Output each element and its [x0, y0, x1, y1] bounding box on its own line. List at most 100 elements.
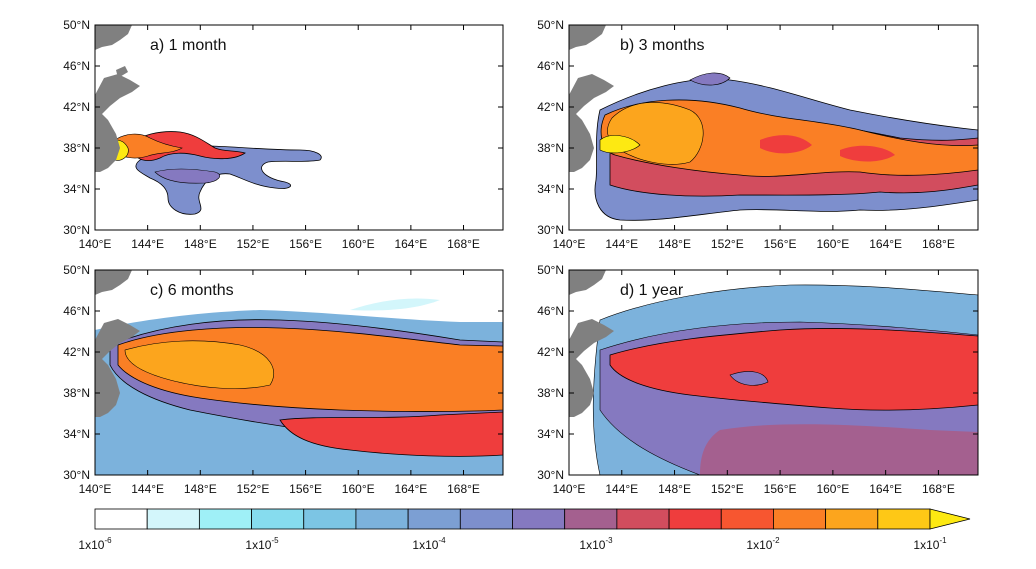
panel-d-lat-label: 42°N	[537, 345, 564, 359]
panel-d-lon-label: 148°E	[658, 482, 691, 496]
panel-c-title: c) 6 months	[150, 282, 234, 299]
panel-b-lat-label: 46°N	[537, 59, 564, 73]
panel-b-frame	[568, 24, 979, 231]
colorbar-label: 1x10-4	[412, 536, 446, 552]
panel-c-lat-label: 34°N	[63, 427, 90, 441]
panel-d-lat-label: 46°N	[537, 304, 564, 318]
panel-d-land	[569, 270, 614, 417]
colorbar-segment	[825, 508, 879, 530]
colorbar-label: 1x10-6	[78, 536, 112, 552]
panel-c-lon-label: 144°E	[131, 482, 164, 496]
colorbar-label: 1x10-3	[579, 536, 613, 552]
panel-b-title: b) 3 months	[620, 37, 704, 54]
panel-a-land	[95, 25, 140, 172]
panel-a-lon-label: 140°E	[79, 237, 112, 251]
panel-c-lat-label: 42°N	[63, 345, 90, 359]
panel-d-lon-label: 156°E	[764, 482, 797, 496]
panel-a-frame	[94, 24, 504, 231]
colorbar-segment	[877, 508, 931, 530]
panel-a-lat-label: 42°N	[63, 100, 90, 114]
panel-c-lon-label: 140°E	[79, 482, 112, 496]
panel-c-lon-label: 164°E	[394, 482, 427, 496]
panel-b-lon-label: 160°E	[816, 237, 849, 251]
colorbar-segment	[355, 508, 409, 530]
colorbar-segment	[94, 508, 148, 530]
colorbar-segment	[512, 508, 566, 530]
panel-b: b) 3 months	[568, 24, 979, 231]
panel-d-title: d) 1 year	[620, 282, 684, 299]
panel-a-lon-label: 164°E	[394, 237, 427, 251]
panel-b-lat-label: 34°N	[537, 182, 564, 196]
panel-b-lon-label: 148°E	[658, 237, 691, 251]
panel-c-plume	[95, 298, 503, 475]
colorbar-segment	[668, 508, 722, 530]
colorbar-max-triangle	[929, 508, 971, 530]
panel-d-lon-label: 164°E	[869, 482, 902, 496]
panel-d-lon-label: 144°E	[605, 482, 638, 496]
colorbar-segment	[564, 508, 618, 530]
panel-d: d) 1 year	[568, 269, 979, 476]
panel-a-lat-label: 38°N	[63, 141, 90, 155]
panel-a-lon-label: 156°E	[289, 237, 322, 251]
panel-d-lon-label: 152°E	[711, 482, 744, 496]
panel-d-lat-label: 30°N	[537, 468, 564, 482]
panel-a-lat-label: 30°N	[63, 223, 90, 237]
panel-c: c) 6 months	[94, 269, 504, 476]
panel-c-lat-label: 38°N	[63, 386, 90, 400]
panel-b-lat-label: 38°N	[537, 141, 564, 155]
panel-d-lon-label: 168°E	[922, 482, 955, 496]
colorbar-segment	[146, 508, 200, 530]
panel-b-plume	[594, 72, 978, 221]
panel-b-lat-label: 42°N	[537, 100, 564, 114]
panel-c-lon-label: 156°E	[289, 482, 322, 496]
panel-c-lat-label: 50°N	[63, 263, 90, 277]
colorbar-segment	[251, 508, 305, 530]
panel-d-lon-label: 160°E	[816, 482, 849, 496]
panel-b-lat-label: 50°N	[537, 18, 564, 32]
panel-a-lon-label: 148°E	[184, 237, 217, 251]
panel-d-lon-label: 140°E	[553, 482, 586, 496]
panel-a: a) 1 month	[94, 24, 504, 231]
panel-a-title: a) 1 month	[150, 37, 226, 54]
colorbar-segment	[459, 508, 513, 530]
panel-b-lon-label: 152°E	[711, 237, 744, 251]
panel-c-lat-label: 30°N	[63, 468, 90, 482]
colorbar-label: 1x10-5	[245, 536, 279, 552]
panel-a-lon-label: 160°E	[342, 237, 375, 251]
panel-b-lon-label: 140°E	[553, 237, 586, 251]
panel-c-lon-label: 160°E	[342, 482, 375, 496]
colorbar-segment	[407, 508, 461, 530]
panel-a-ocean	[95, 25, 503, 230]
panel-c-land	[95, 270, 140, 417]
panel-b-lon-label: 156°E	[764, 237, 797, 251]
panel-c-lat-label: 46°N	[63, 304, 90, 318]
panel-c-frame	[94, 269, 504, 476]
panel-b-lon-label: 144°E	[605, 237, 638, 251]
colorbar-segment	[303, 508, 357, 530]
panel-d-lat-label: 34°N	[537, 427, 564, 441]
colorbar-label: 1x10-1	[913, 536, 947, 552]
panel-a-lon-label: 152°E	[237, 237, 270, 251]
colorbar-label: 1x10-2	[746, 536, 780, 552]
panel-a-lat-label: 46°N	[63, 59, 90, 73]
panel-c-lon-label: 148°E	[184, 482, 217, 496]
panel-d-lat-label: 50°N	[537, 263, 564, 277]
colorbar-segment	[616, 508, 670, 530]
panel-b-lon-label: 164°E	[869, 237, 902, 251]
colorbar-segment	[720, 508, 774, 530]
panel-d-lat-label: 38°N	[537, 386, 564, 400]
panel-a-lon-label: 144°E	[131, 237, 164, 251]
panel-c-lon-label: 168°E	[447, 482, 480, 496]
colorbar-segment	[198, 508, 252, 530]
panel-a-lon-label: 168°E	[447, 237, 480, 251]
panel-d-frame	[568, 269, 979, 476]
panel-b-lat-label: 30°N	[537, 223, 564, 237]
panel-b-lon-label: 168°E	[922, 237, 955, 251]
panel-d-plume	[592, 284, 978, 475]
panel-a-lat-label: 50°N	[63, 18, 90, 32]
panel-a-lat-label: 34°N	[63, 182, 90, 196]
colorbar-segment	[773, 508, 827, 530]
colorbar: 1x10-6 1x10-5 1x10-4 1x10-3 1x10-2 1x10-1	[78, 508, 971, 552]
